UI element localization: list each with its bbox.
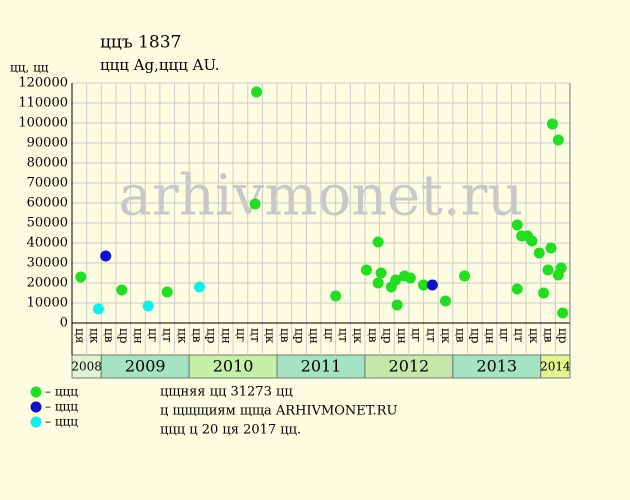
point xyxy=(193,281,205,293)
point xyxy=(249,198,261,210)
month-label: цв xyxy=(190,328,204,343)
year-label: 2014 xyxy=(540,360,571,374)
year-label: 2010 xyxy=(213,357,254,376)
month-label: цк xyxy=(87,328,101,344)
y-tick-label: 120000 xyxy=(18,76,68,91)
month-label: цн xyxy=(131,328,145,344)
y-tick-label: 40000 xyxy=(27,236,68,251)
year-label: 2008 xyxy=(71,360,102,374)
month-label: цн xyxy=(395,328,409,344)
month-label: цг xyxy=(498,328,512,342)
point xyxy=(161,286,173,298)
point xyxy=(440,295,451,307)
point xyxy=(330,290,342,302)
legend-marker xyxy=(30,386,42,398)
point xyxy=(404,272,416,284)
point xyxy=(75,271,87,283)
month-label: цт xyxy=(336,328,350,343)
legend-label: – ццц xyxy=(45,415,78,429)
legend-label: – ццц xyxy=(45,385,78,399)
month-label: цт xyxy=(512,328,526,343)
point xyxy=(92,303,104,315)
month-label: цк xyxy=(263,328,277,344)
y-tick-label: 50000 xyxy=(27,216,68,231)
year-label: 2009 xyxy=(125,357,166,376)
y-tick-label: 70000 xyxy=(27,176,68,191)
point xyxy=(533,247,545,259)
chart-subtitle: ццц Ag,ццц AU. xyxy=(100,56,219,74)
point xyxy=(557,307,569,319)
note: ццц ц 20 ця 2017 цц. xyxy=(160,423,301,438)
y-tick-label: 60000 xyxy=(27,196,68,211)
point xyxy=(511,219,523,231)
point xyxy=(542,264,554,276)
point xyxy=(372,277,384,289)
month-label: цк xyxy=(439,328,453,344)
point xyxy=(546,118,558,130)
note: ц щщщиям щща ARHIVMONET.RU xyxy=(160,404,397,419)
point xyxy=(426,279,438,291)
point xyxy=(555,262,567,274)
point xyxy=(390,274,402,286)
y-tick-label: 90000 xyxy=(27,136,68,151)
y-tick-label: 30000 xyxy=(27,256,68,271)
point xyxy=(391,299,403,311)
y-axis-label: цц, цц xyxy=(10,61,49,75)
month-label: цг xyxy=(410,328,424,342)
month-label: цв xyxy=(278,328,292,343)
point xyxy=(545,242,557,254)
y-tick-label: 80000 xyxy=(27,156,68,171)
chart-title: ццъ 1837 xyxy=(100,33,181,53)
y-tick-label: 10000 xyxy=(27,296,68,311)
point xyxy=(375,267,387,279)
month-label: цт xyxy=(249,328,263,343)
point xyxy=(511,283,523,295)
month-label: цк xyxy=(527,328,541,344)
month-label: цв xyxy=(454,328,468,343)
month-label: цн xyxy=(483,328,497,344)
month-label: цв xyxy=(542,328,556,343)
legend-marker xyxy=(30,401,42,413)
year-label: 2011 xyxy=(301,357,342,376)
month-label: ця xyxy=(73,328,87,343)
note: цщняя цц 31273 цц xyxy=(160,385,293,400)
legend-label: – ццц xyxy=(45,400,78,414)
month-label: цр xyxy=(205,328,219,344)
month-label: цк xyxy=(351,328,365,344)
y-tick-label: 100000 xyxy=(18,116,68,131)
month-label: цг xyxy=(322,328,336,342)
point xyxy=(459,270,471,282)
point xyxy=(552,134,564,146)
y-tick-label: 20000 xyxy=(27,276,68,291)
point xyxy=(142,300,154,312)
point xyxy=(538,287,550,299)
month-label: цг xyxy=(146,328,160,342)
month-label: цв xyxy=(366,328,380,343)
point xyxy=(418,279,430,291)
y-tick-label: 0 xyxy=(60,316,68,331)
point xyxy=(116,284,128,296)
year-label: 2013 xyxy=(476,357,517,376)
month-label: цг xyxy=(234,328,248,342)
point xyxy=(100,250,112,262)
year-label: 2012 xyxy=(389,357,430,376)
month-label: цт xyxy=(161,328,175,343)
month-label: цт xyxy=(424,328,438,343)
month-label: цр xyxy=(380,328,394,344)
point xyxy=(372,236,384,248)
month-label: цн xyxy=(307,328,321,344)
point xyxy=(526,235,538,247)
y-tick-label: 110000 xyxy=(18,96,68,111)
month-label: цр xyxy=(556,328,570,344)
month-label: цр xyxy=(293,328,307,344)
month-label: цр xyxy=(117,328,131,344)
legend-marker xyxy=(30,416,42,428)
point xyxy=(251,86,263,98)
month-label: цн xyxy=(219,328,233,344)
month-label: цр xyxy=(468,328,482,344)
month-label: цв xyxy=(102,328,116,343)
point xyxy=(360,264,372,276)
month-label: цк xyxy=(175,328,189,344)
